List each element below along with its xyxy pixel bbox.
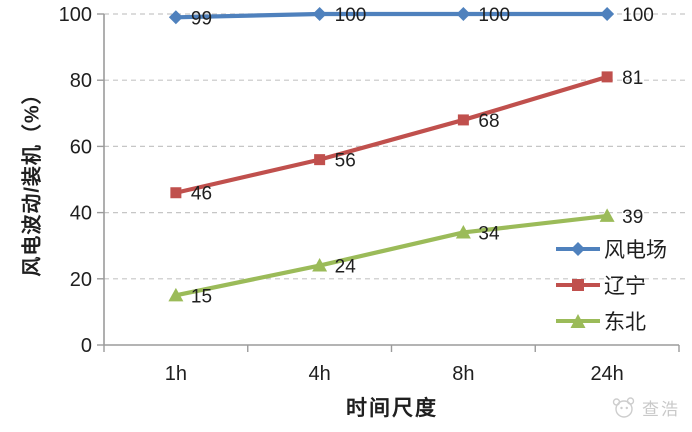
y-tick-label: 60 — [70, 136, 92, 158]
data-point-label: 100 — [622, 5, 654, 26]
series-line — [173, 11, 610, 20]
data-point-label: 34 — [478, 223, 500, 244]
series-line — [173, 74, 610, 195]
data-point-triangle-icon — [599, 208, 615, 222]
data-point-label: 100 — [478, 5, 510, 26]
legend-diamond-icon — [556, 242, 600, 256]
data-point-label: 81 — [622, 68, 643, 89]
doodle-face-icon — [612, 397, 635, 418]
legend-item-northeast: 东北 — [555, 309, 667, 334]
x-tick-label: 24h — [590, 363, 623, 385]
data-point-triangle-icon — [312, 258, 328, 272]
y-tick-label: 20 — [70, 269, 92, 291]
watermark-text: 查浩 — [642, 400, 680, 419]
y-tick-label: 0 — [81, 335, 92, 357]
data-point-square-icon — [457, 114, 469, 126]
series-line — [173, 213, 610, 298]
data-point-triangle-icon — [455, 224, 471, 239]
data-point-diamond-icon — [312, 7, 327, 21]
x-axis-title: 时间尺度 — [346, 397, 438, 420]
data-point-label: 46 — [191, 184, 212, 205]
data-point-square-icon — [601, 71, 613, 83]
legend-label-liaoning: 辽宁 — [604, 275, 646, 298]
data-point-label: 99 — [191, 8, 212, 29]
data-point-square-icon — [314, 154, 326, 166]
data-point-diamond-icon — [168, 10, 183, 25]
x-tick-label: 8h — [452, 363, 474, 385]
legend-marker-shape — [572, 279, 584, 291]
y-tick-label: 40 — [70, 203, 92, 225]
data-point-label: 100 — [335, 5, 367, 26]
legend-marker-shape — [570, 314, 586, 328]
legend-marker-shape — [571, 242, 585, 256]
legend-item-windfarm: 风电场 — [555, 237, 667, 262]
legend-label-windfarm: 风电场 — [604, 239, 667, 262]
data-point-label: 15 — [191, 286, 212, 307]
data-point-label: 56 — [335, 151, 356, 172]
y-axis-title: 风电波动/装机（%） — [21, 83, 44, 277]
data-point-diamond-icon — [600, 7, 615, 21]
data-point-square-icon — [170, 187, 182, 199]
y-tick-label: 80 — [70, 70, 92, 92]
y-tick-label: 100 — [59, 4, 92, 26]
data-point-label: 39 — [622, 207, 643, 228]
data-point-label: 68 — [478, 111, 499, 132]
legend-square-icon — [556, 279, 600, 291]
x-tick-label: 1h — [165, 363, 187, 385]
x-tick-label: 4h — [309, 363, 331, 385]
legend-label-northeast: 东北 — [604, 311, 646, 334]
legend-item-liaoning: 辽宁 — [555, 273, 667, 298]
data-point-diamond-icon — [456, 7, 471, 21]
data-point-triangle-icon — [168, 287, 184, 302]
chart-legend: 风电场 辽宁 东北 — [555, 237, 667, 334]
watermark: 查浩 — [611, 395, 680, 420]
legend-triangle-icon — [556, 314, 600, 328]
data-point-label: 24 — [335, 257, 357, 278]
